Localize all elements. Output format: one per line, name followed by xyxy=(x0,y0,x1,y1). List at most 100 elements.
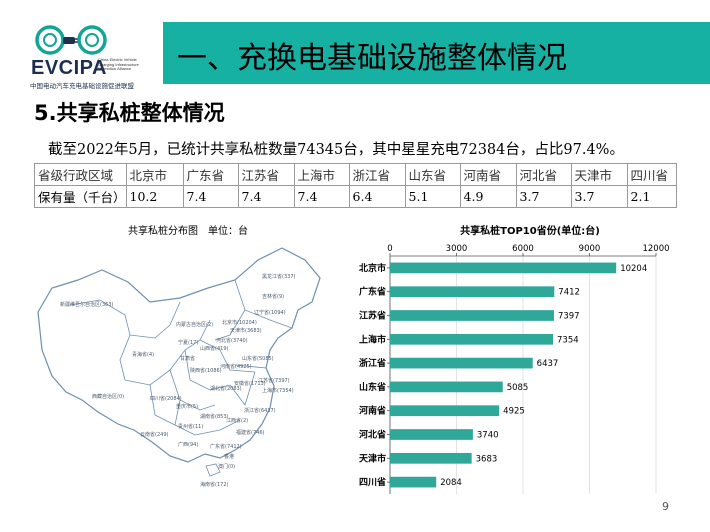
table-cell: 4.9 xyxy=(459,185,517,208)
table-cell: 河南省 xyxy=(459,163,517,186)
bar xyxy=(390,262,617,274)
top10-bar-chart: 共享私桩TOP10省份(单位:台) 0 3000 6000 9000 12000 北京市广… xyxy=(359,224,670,494)
x-tick-label: 0 xyxy=(387,244,392,254)
table-cell: 10.2 xyxy=(125,185,184,208)
table-cell: 6.4 xyxy=(348,185,406,208)
table-cell: 5.1 xyxy=(404,185,461,208)
evcipa-logo xyxy=(30,22,155,90)
x-tick-label: 3000 xyxy=(446,244,468,254)
table-cell: 四川省 xyxy=(626,163,677,186)
map-label: 云南省(249) xyxy=(140,431,168,438)
map-label: 浙江省(6437) xyxy=(244,407,276,414)
bar xyxy=(390,476,437,488)
map-label: 河北省(3740) xyxy=(216,337,248,344)
table-cell: 7.4 xyxy=(293,185,350,208)
map-label: 湖南省(853) xyxy=(200,413,228,420)
map-label: 辽宁省(1094) xyxy=(254,309,286,316)
bar xyxy=(390,381,503,393)
data-label: 6437 xyxy=(537,359,559,369)
table-cell: 江苏省 xyxy=(237,163,295,186)
map-label: 北京市(10204) xyxy=(222,319,257,326)
bar xyxy=(390,357,533,369)
section-title: 5.共享私桩整体情况 xyxy=(34,101,225,125)
data-label: 2084 xyxy=(440,478,462,488)
map-label: 安徽省(1713) xyxy=(234,380,266,387)
data-label: 7397 xyxy=(558,312,580,322)
data-label: 5085 xyxy=(507,383,529,393)
map-label: 四川省(2084) xyxy=(150,395,182,402)
map-label: 山东省(5085) xyxy=(242,355,274,362)
map-label: 江西省(2) xyxy=(226,417,248,424)
category-label: 江苏省 xyxy=(359,310,386,322)
header-bar: 一、充换电基础设施整体情况 xyxy=(163,22,710,84)
data-label: 10204 xyxy=(620,264,647,274)
map-label: 澳门(0) xyxy=(218,463,235,470)
category-label: 上海市 xyxy=(359,333,386,345)
map-label: 江苏省(7397) xyxy=(258,377,290,384)
map-label: 陕西省(1086) xyxy=(190,367,222,374)
map-label: 甘肃省 xyxy=(180,355,195,362)
bar xyxy=(390,452,472,464)
table-cell: 北京市 xyxy=(125,163,184,186)
x-tick-label: 9000 xyxy=(579,244,601,254)
table-cell: 上海市 xyxy=(293,163,350,186)
x-tick-label: 6000 xyxy=(512,244,534,254)
table-cell: 河北省 xyxy=(515,163,572,186)
map-label: 广东省(7412) xyxy=(210,443,242,450)
data-label: 3740 xyxy=(477,431,499,441)
map-label: 福建省(746) xyxy=(236,429,264,436)
table-cell: 浙江省 xyxy=(348,163,406,186)
data-label: 7412 xyxy=(558,288,580,298)
map-label: 天津市(3683) xyxy=(230,327,262,334)
logo-chinese-name: 中国电动汽车充电基础设施促进联盟 xyxy=(30,83,134,90)
table-cell: 广东省 xyxy=(182,163,239,186)
map-label: 吉林省(9) xyxy=(262,293,284,300)
map-label: 香港 xyxy=(224,453,234,460)
category-label: 天津市 xyxy=(359,452,386,464)
bar xyxy=(390,333,554,345)
map-label: 宁夏(17) xyxy=(178,339,198,346)
map-label: 贵州省(11) xyxy=(178,423,203,430)
map-label: 黑龙江省(337) xyxy=(262,273,295,280)
map-label: 湖北省(2083) xyxy=(210,385,242,392)
category-label: 浙江省 xyxy=(359,357,386,369)
summary-text: 截至2022年5月，已统计共享私桩数量74345台，其中星星充电72384台，占… xyxy=(48,142,624,158)
table-row: 保有量（千台） 10.2 7.4 7.4 7.4 6.4 5.1 4.9 3.7… xyxy=(34,185,677,208)
bar xyxy=(390,310,554,321)
data-label: 7354 xyxy=(557,335,579,345)
table-cell: 天津市 xyxy=(570,163,628,186)
map-label: 河南省(4925) xyxy=(220,363,252,370)
logo-wordmark: EVCIPA xyxy=(31,57,107,79)
table-cell: 山东省 xyxy=(404,163,461,186)
table-cell: 保有量（千台） xyxy=(34,185,127,208)
category-label: 北京市 xyxy=(359,262,386,274)
table-cell: 3.7 xyxy=(515,185,572,208)
map-label: 青海省(4) xyxy=(132,351,154,358)
map-label: 重庆市(5) xyxy=(176,403,198,410)
x-tick-label: 12000 xyxy=(642,244,669,254)
province-table: 省级行政区域 北京市 广东省 江苏省 上海市 浙江省 山东省 河南省 河北省 天… xyxy=(34,163,677,208)
bar xyxy=(390,286,555,298)
map-label: 山西省(419) xyxy=(200,345,228,352)
table-cell: 7.4 xyxy=(237,185,295,208)
map-label: 新疆维吾尔自治区(363) xyxy=(60,301,113,308)
table-cell: 7.4 xyxy=(182,185,239,208)
map-label: 海南省(172) xyxy=(200,481,228,488)
table-row: 省级行政区域 北京市 广东省 江苏省 上海市 浙江省 山东省 河南省 河北省 天… xyxy=(34,163,677,186)
data-label: 3683 xyxy=(476,454,498,464)
category-label: 河南省 xyxy=(359,405,386,417)
page-title: 一、充换电基础设施整体情况 xyxy=(177,41,567,76)
table-cell: 省级行政区域 xyxy=(34,163,127,186)
bar xyxy=(390,405,500,417)
category-label: 四川省 xyxy=(359,476,386,488)
category-label: 河北省 xyxy=(359,429,386,441)
chart-title: 共享私桩TOP10省份(单位:台) xyxy=(460,224,600,237)
table-cell: 2.1 xyxy=(626,185,677,208)
page-number: 9 xyxy=(662,500,669,513)
map-label: 西藏自治区(0) xyxy=(92,393,124,400)
category-label: 广东省 xyxy=(359,286,386,298)
map-label: 上海市(7354) xyxy=(262,387,294,394)
table-cell: 3.7 xyxy=(570,185,628,208)
data-label: 4925 xyxy=(503,407,525,417)
china-distribution-map: 黑龙江省(337) 吉林省(9) 辽宁省(1094) 内蒙古自治区(2) 北京市… xyxy=(37,247,321,488)
